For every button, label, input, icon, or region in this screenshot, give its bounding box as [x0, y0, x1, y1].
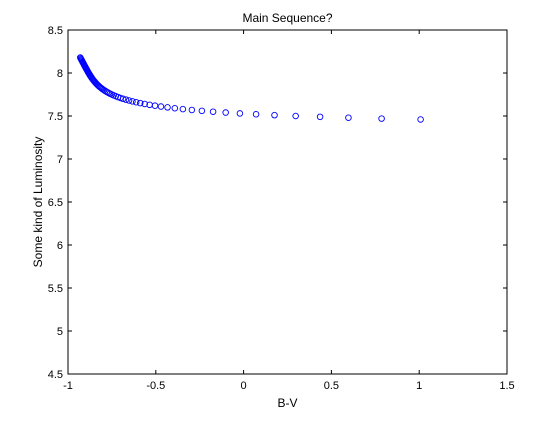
- data-point: [198, 107, 206, 115]
- y-tick-label: 5: [57, 326, 63, 338]
- x-axis-label: B-V: [277, 396, 297, 410]
- data-point: [171, 105, 179, 112]
- data-point: [119, 95, 127, 103]
- data-point: [129, 98, 136, 105]
- x-tick-label: -0.5: [146, 380, 165, 392]
- data-point: [417, 116, 424, 123]
- y-axis-label: Some kind of Luminosity: [31, 137, 45, 268]
- y-tick-label: 6.5: [48, 197, 63, 209]
- data-point: [316, 113, 324, 121]
- data-point: [141, 100, 148, 108]
- chart-title: Main Sequence?: [242, 11, 332, 25]
- x-tick-label: 1.5: [499, 380, 514, 392]
- data-point: [137, 99, 144, 107]
- x-tick-label: 1: [416, 380, 422, 392]
- x-tick-label: 0.5: [324, 380, 339, 392]
- y-tick-label: 7.5: [48, 111, 63, 123]
- data-point: [209, 108, 217, 115]
- y-tick-label: 6: [57, 240, 63, 252]
- data-point: [188, 106, 196, 114]
- data-point: [271, 111, 278, 119]
- data-point: [378, 115, 385, 122]
- data-point: [179, 105, 187, 113]
- axes-background: [68, 30, 507, 374]
- data-point: [292, 112, 299, 120]
- data-point: [132, 98, 140, 106]
- y-tick-label: 4.5: [48, 369, 63, 381]
- y-tick-label: 8: [57, 68, 63, 80]
- data-point: [164, 104, 171, 111]
- y-axis-ticks: 4.5 5 5.5 6 6.5 7 7.5 8 8.5: [48, 25, 507, 381]
- y-tick-label: 5.5: [48, 283, 63, 295]
- data-point: [122, 96, 130, 103]
- data-point: [157, 103, 165, 110]
- x-tick-label: -1: [63, 380, 73, 392]
- y-tick-label: 7: [57, 154, 63, 166]
- data-point: [222, 109, 229, 116]
- data-point: [151, 102, 159, 109]
- data-point: [236, 110, 244, 117]
- data-points: [77, 54, 424, 123]
- x-tick-label: 0: [241, 380, 247, 392]
- x-axis-ticks: -1 -0.5 0 0.5 1 1.5: [63, 30, 515, 392]
- y-tick-label: 8.5: [48, 25, 63, 37]
- data-point: [125, 97, 133, 104]
- data-point: [252, 111, 260, 118]
- data-point: [345, 114, 352, 121]
- data-point: [103, 88, 111, 96]
